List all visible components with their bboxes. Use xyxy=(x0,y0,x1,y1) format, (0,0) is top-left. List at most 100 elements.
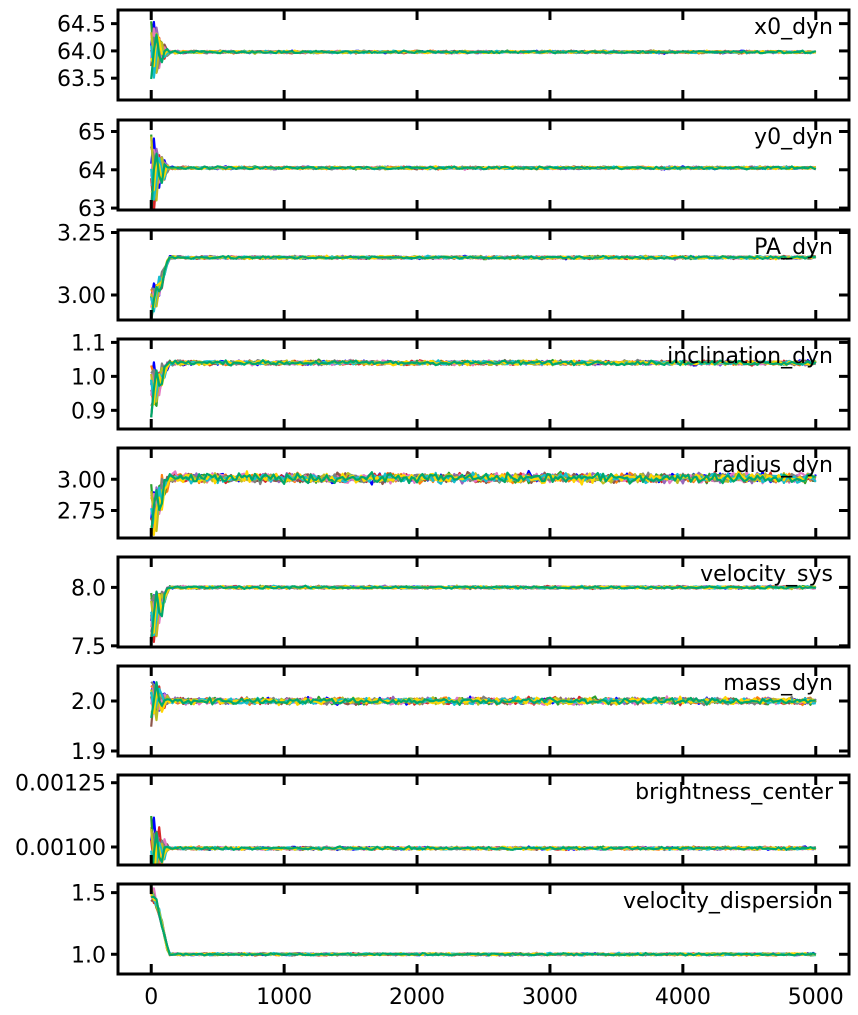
walker-2-trace xyxy=(150,584,816,638)
walker-9-trace xyxy=(150,828,817,865)
walker-5-trace xyxy=(150,584,816,633)
walker-4-trace xyxy=(150,254,816,309)
walker-6-trace xyxy=(150,254,817,320)
panel-label: brightness_center xyxy=(635,780,834,805)
y-tick-label: 1.5 xyxy=(71,882,106,907)
walker-traces xyxy=(150,358,817,418)
panel-frame xyxy=(116,446,851,540)
walker-1-trace xyxy=(150,137,817,189)
y-tick-label: 64.5 xyxy=(57,13,106,38)
walker-4-trace xyxy=(150,154,816,210)
walker-5-trace xyxy=(150,26,816,64)
walker-1-trace xyxy=(150,584,817,622)
walker-8-trace xyxy=(150,146,816,186)
panel-frame xyxy=(116,664,851,758)
walker-12-trace xyxy=(151,895,817,957)
walker-3-trace xyxy=(150,134,816,193)
walker-traces xyxy=(150,134,817,210)
y-tick-label: 3.25 xyxy=(57,222,106,247)
y-tick-label: 63 xyxy=(78,197,106,222)
walker-9-trace xyxy=(150,584,816,638)
panel-PA_dyn: 3.00 3.25 PA_dyn xyxy=(57,222,851,322)
y-tick-label: 1.1 xyxy=(71,331,106,356)
x-tick-label: 3000 xyxy=(522,985,578,1010)
walker-traces xyxy=(150,680,817,727)
walker-12-trace xyxy=(150,33,817,80)
y-tick-label: 64 xyxy=(78,159,106,184)
y-tick-label: 65 xyxy=(78,120,106,145)
walker-11-trace xyxy=(150,584,816,636)
walker-11-trace xyxy=(150,158,816,194)
y-tick-label: 0.9 xyxy=(71,399,106,424)
walker-12-trace xyxy=(150,254,816,320)
walker-traces xyxy=(150,469,817,538)
panel-frame xyxy=(116,555,851,649)
walker-12-trace xyxy=(150,681,816,719)
walker-1-trace xyxy=(150,20,817,67)
walker-5-trace xyxy=(150,254,816,314)
walker-3-trace xyxy=(150,254,816,311)
panel-inclination_dyn: 0.9 1.0 1.1 inclination_dyn xyxy=(71,331,851,431)
walker-traces xyxy=(150,885,817,957)
panel-x0_dyn: 63.564.064.5 x0_dyn xyxy=(57,8,851,102)
panel-y0_dyn: 63 64 65 y0_dyn xyxy=(78,118,851,222)
walker-2-trace xyxy=(150,826,817,865)
walker-1-trace xyxy=(150,816,817,860)
walker-7-trace xyxy=(150,584,817,628)
y-tick-label: 8.0 xyxy=(71,576,106,601)
y-tick-label: 1.0 xyxy=(71,365,106,390)
panel-radius_dyn: 2.75 3.00 radius_dyn xyxy=(57,446,851,540)
x-tick-label: 1000 xyxy=(256,985,312,1010)
walker-10-trace xyxy=(150,254,817,313)
walker-12-trace xyxy=(150,584,816,644)
panel-label: PA_dyn xyxy=(754,235,833,260)
walker-4-trace xyxy=(150,584,816,644)
walker-3-trace xyxy=(150,815,817,864)
panel-brightness_center: 0.00100 0.00125 brightness_center xyxy=(15,772,851,867)
panel-frame xyxy=(116,8,851,102)
y-tick-label: 63.5 xyxy=(57,67,106,92)
x-tick-label: 5000 xyxy=(788,985,844,1010)
walker-2-trace xyxy=(150,254,817,305)
walker-traces xyxy=(150,254,817,320)
walker-8-trace xyxy=(150,36,816,74)
panel-label: x0_dyn xyxy=(754,15,833,40)
panel-frame xyxy=(116,118,851,212)
walker-1-trace xyxy=(150,254,816,299)
panel-frame xyxy=(116,882,851,976)
y-tick-label: 3.00 xyxy=(57,284,106,309)
walker-10-trace xyxy=(150,39,817,79)
y-tick-label: 0.00100 xyxy=(15,836,106,861)
panel-label: velocity_dispersion xyxy=(623,889,833,914)
walker-8-trace xyxy=(150,584,817,625)
walker-7-trace xyxy=(150,254,817,308)
walker-7-trace xyxy=(150,838,817,865)
panel-label: radius_dyn xyxy=(713,453,833,478)
panel-label: inclination_dyn xyxy=(667,344,833,369)
walker-12-trace xyxy=(150,359,817,418)
walker-7-trace xyxy=(150,27,817,70)
walker-12-trace xyxy=(150,152,817,210)
walker-3-trace xyxy=(150,21,817,67)
y-tick-label: 0.00125 xyxy=(15,772,106,797)
y-tick-label: 3.00 xyxy=(57,468,106,493)
walker-traces xyxy=(150,20,817,80)
y-tick-label: 7.5 xyxy=(71,635,106,660)
panel-frame xyxy=(116,228,851,322)
walker-12-trace xyxy=(152,831,816,865)
y-tick-label: 64.0 xyxy=(57,40,106,65)
y-tick-label: 1.0 xyxy=(71,943,106,968)
panel-velocity_sys: 7.5 8.0 velocity_sys xyxy=(71,555,851,660)
panel-frame xyxy=(116,337,851,431)
walker-6-trace xyxy=(151,830,816,865)
walker-10-trace xyxy=(150,471,817,525)
y-tick-label: 1.9 xyxy=(71,740,106,765)
walker-12-trace xyxy=(150,471,816,535)
walker-10-trace xyxy=(150,157,817,201)
walker-9-trace xyxy=(150,254,816,308)
x-tick-label: 0 xyxy=(144,985,158,1010)
y-tick-label: 2.75 xyxy=(57,500,106,525)
panel-mass_dyn: 1.9 2.0 mass_dyn xyxy=(71,664,851,765)
x-tick-label: 2000 xyxy=(389,985,445,1010)
